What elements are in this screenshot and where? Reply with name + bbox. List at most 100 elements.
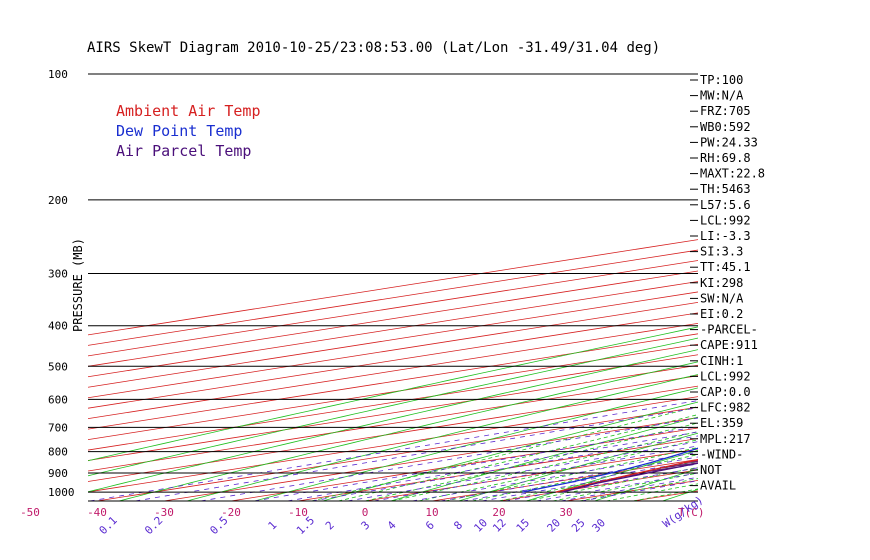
y-axis-label: PRESSURE (MB)	[71, 238, 85, 332]
dry-adiabat-line	[88, 349, 698, 493]
dry-adiabat-line	[322, 401, 698, 501]
index-value: TT:45.1	[700, 260, 751, 274]
legend-entry: Dew Point Temp	[116, 122, 242, 140]
cape-hatch-line	[811, 433, 845, 436]
isotherm-line	[88, 375, 698, 472]
index-value: MW:N/A	[700, 89, 744, 103]
cape-hatch-line	[759, 444, 792, 447]
index-value: LCL:992	[700, 369, 751, 383]
mixing-ratio-label: 15	[514, 516, 533, 535]
isotherm-line	[88, 396, 698, 493]
index-value: CINH:1	[700, 354, 743, 368]
mixing-ratio-label: 25	[569, 516, 588, 535]
index-value: MPL:217	[700, 432, 751, 446]
index-value: LI:-3.3	[700, 229, 751, 243]
isotherm-line	[88, 354, 698, 451]
pressure-tick-label: 200	[48, 194, 68, 207]
mixing-ratio-label: 3	[359, 519, 373, 533]
mixing-ratio-label: 8	[451, 519, 465, 533]
index-value: AVAIL	[700, 479, 736, 493]
background-grid	[88, 74, 870, 501]
mixing-ratio-label: 4	[385, 518, 399, 532]
bottom-temp-tick-label: -50	[20, 506, 40, 519]
dewpoint-temp-line	[522, 447, 698, 493]
mixing-ratio-label: 1	[266, 519, 280, 533]
mixing-ratio-line	[135, 407, 698, 501]
dry-adiabat-line	[254, 387, 698, 501]
index-value: WB0:592	[700, 120, 751, 134]
isotherm-line	[230, 427, 698, 501]
mixing-ratio-label: 30	[590, 516, 609, 535]
index-value: -PARCEL-	[700, 323, 758, 337]
mixing-ratio-line	[481, 463, 698, 501]
mixing-ratio-line	[373, 445, 698, 501]
index-value: MAXT:22.8	[700, 167, 765, 181]
bottom-temp-tick-label: 10	[425, 506, 438, 519]
index-value: NOT	[700, 463, 722, 477]
cape-hatch-line	[784, 439, 818, 442]
dry-adiabat-line	[594, 468, 698, 501]
isotherm-line	[96, 406, 698, 501]
dry-adiabat-line	[458, 432, 698, 501]
mixing-ratio-line	[200, 417, 698, 501]
mixing-ratio-label: 12	[490, 516, 509, 535]
index-value: EI:0.2	[700, 307, 743, 321]
bottom-temp-tick-label: -40	[87, 506, 107, 519]
dry-adiabat-line	[88, 337, 698, 477]
pressure-tick-label: 800	[48, 446, 68, 459]
isotherm-line	[297, 438, 698, 501]
moist-adiabat-line	[418, 439, 698, 501]
index-value: LFC:982	[700, 401, 751, 415]
index-value: LCL:992	[700, 213, 751, 227]
moist-adiabat-line	[364, 422, 698, 501]
pressure-tick-label: 400	[48, 320, 68, 333]
mixing-ratio-label: 20	[545, 516, 564, 535]
mixing-ratio-label: 2	[323, 519, 337, 533]
bottom-temp-tick-label: -10	[288, 506, 308, 519]
moist-adiabat-line	[338, 414, 698, 501]
mixing-ratio-line	[254, 426, 698, 501]
bottom-temp-tick-label: 30	[559, 506, 572, 519]
index-value: PW:24.33	[700, 135, 758, 149]
isotherm-line	[767, 74, 870, 501]
isotherm-line	[88, 260, 698, 357]
pressure-tick-label: 300	[48, 268, 68, 281]
pressure-tick-label: 1000	[48, 486, 75, 499]
index-value: CAP:0.0	[700, 385, 751, 399]
mixing-ratio-line	[505, 467, 698, 501]
index-value: TH:5463	[700, 182, 751, 196]
x-axis-label: T(C)	[678, 506, 705, 519]
mixing-ratio-label: 10	[471, 516, 490, 535]
dry-adiabat-line	[798, 74, 870, 501]
dry-adiabat-line	[662, 489, 698, 501]
chart-title: AIRS SkewT Diagram 2010-10-25/23:08:53.0…	[87, 40, 660, 56]
isotherm-line	[88, 343, 698, 440]
moist-adiabat-line	[445, 447, 698, 501]
moist-adiabat-line	[525, 466, 698, 501]
isotherm-line	[431, 459, 698, 501]
legend-entry: Air Parcel Temp	[116, 142, 251, 160]
isotherm-line	[88, 281, 698, 378]
moist-adiabat-line	[391, 431, 698, 501]
isotherm-line	[88, 239, 698, 336]
index-value: KI:298	[700, 276, 743, 290]
cape-hatch-line	[839, 428, 870, 432]
moist-adiabat-line	[472, 454, 698, 501]
index-value: RH:69.8	[700, 151, 751, 165]
index-value: L57:5.6	[700, 198, 751, 212]
dry-adiabat-line	[118, 361, 698, 501]
index-value: FRZ:705	[700, 104, 751, 118]
pressure-tick-label: 700	[48, 421, 68, 434]
pressure-tick-label: 100	[48, 68, 68, 81]
dry-adiabat-line	[866, 74, 870, 501]
dry-adiabat-line	[390, 416, 698, 501]
index-value: TP:100	[700, 73, 743, 87]
bottom-temp-tick-label: 0	[362, 506, 369, 519]
bottom-temp-tick-label: -20	[221, 506, 241, 519]
isotherm-line	[88, 385, 698, 482]
index-value: EL:359	[700, 416, 743, 430]
dry-adiabat-line	[186, 374, 698, 501]
